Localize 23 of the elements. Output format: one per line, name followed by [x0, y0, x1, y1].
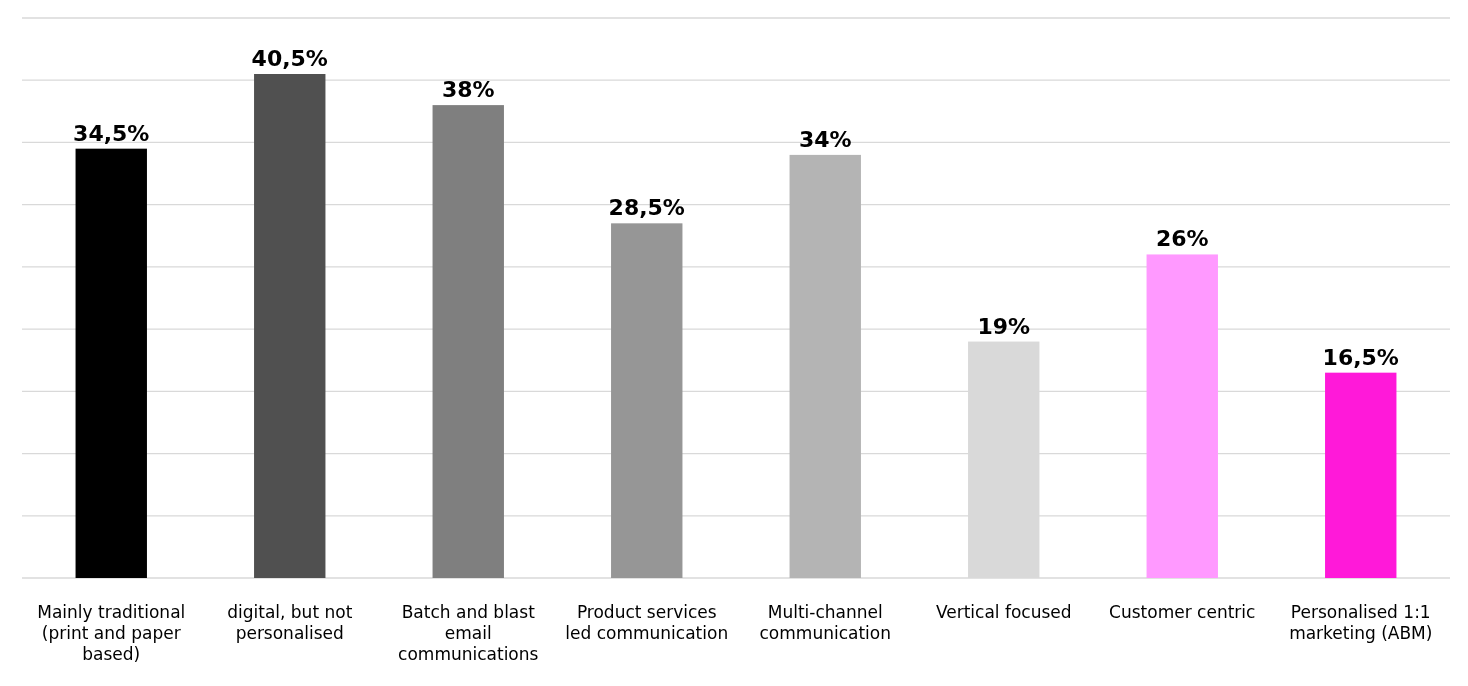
- bar: [254, 74, 326, 578]
- data-label: 34%: [798, 126, 852, 152]
- x-tick-label: Mainly traditional (print and paper based): [37, 602, 186, 664]
- x-tick-label: digital, but not personalised: [227, 602, 353, 643]
- bar: [75, 148, 147, 578]
- x-tick-label: Customer centric: [1109, 602, 1256, 622]
- bar: [432, 105, 504, 578]
- x-tick-label: Product services led communication: [565, 602, 729, 643]
- bar: [789, 154, 861, 578]
- x-tick-label: Batch and blast email communications: [398, 602, 539, 664]
- bar: [1146, 254, 1218, 578]
- x-tick-label: Vertical focused: [935, 602, 1072, 622]
- data-label: 34,5%: [73, 120, 150, 146]
- data-label: 40,5%: [251, 46, 328, 71]
- data-label: 38%: [441, 77, 495, 103]
- x-tick-label: Multi-channel communication: [759, 602, 891, 643]
- x-tick-label: Personalised 1:1 marketing (ABM): [1289, 602, 1433, 643]
- data-label: 26%: [1155, 226, 1209, 252]
- data-label: 28,5%: [608, 195, 685, 221]
- bar: [611, 223, 683, 578]
- data-label: 16,5%: [1322, 344, 1399, 370]
- data-label: 19%: [977, 313, 1031, 339]
- bar: [1325, 372, 1397, 578]
